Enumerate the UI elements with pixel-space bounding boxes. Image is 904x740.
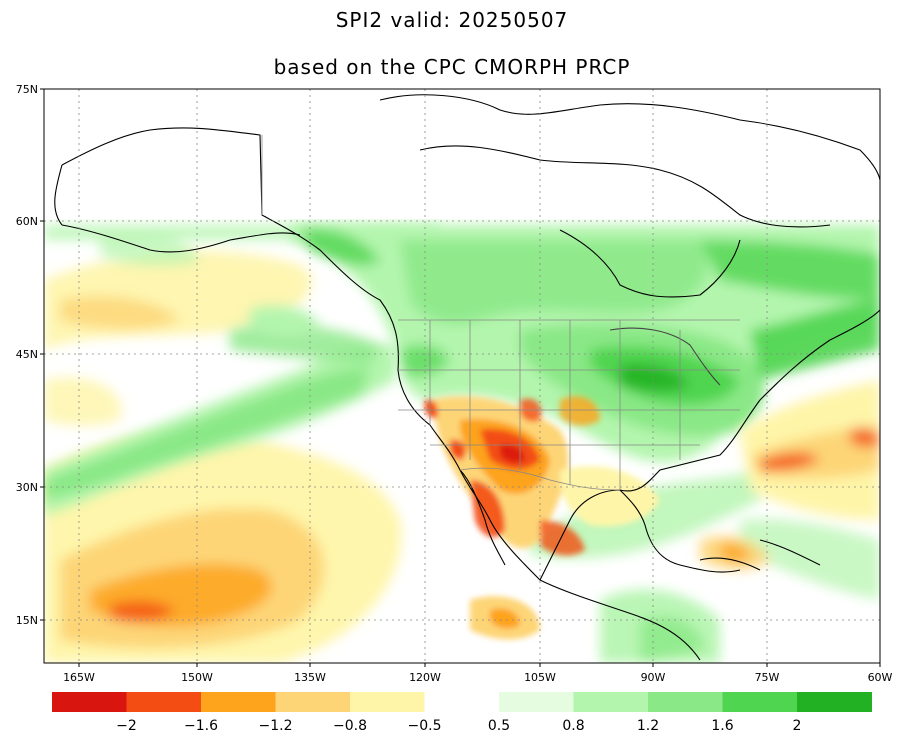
map-subtitle: based on the CPC CMORPH PRCP (273, 55, 631, 79)
lon-label-150w: 150W (181, 671, 213, 684)
colorbar-swatch (797, 692, 872, 712)
colorbar-swatch (722, 692, 798, 712)
plot-frame (43, 88, 881, 664)
colorbar-swatch (573, 692, 649, 712)
lat-label-60n: 60N (16, 215, 38, 228)
lat-label-30n: 30N (16, 481, 38, 494)
lon-label-135w: 135W (294, 671, 326, 684)
colorbar-label: −0.8 (333, 718, 367, 734)
colorbar-swatch (350, 692, 425, 712)
colorbar-label: −1.2 (259, 718, 293, 734)
colorbar-label: 0.5 (488, 718, 510, 734)
lon-label-90w: 90W (641, 671, 666, 684)
colorbar-swatch (499, 692, 574, 712)
colorbar-label: 1.6 (711, 718, 733, 734)
lat-label-15n: 15N (16, 614, 38, 627)
lon-label-75w: 75W (755, 671, 780, 684)
colorbar-swatch (424, 692, 500, 712)
colorbar-label: −0.5 (408, 718, 442, 734)
colorbar-label: −2 (116, 718, 137, 734)
colorbar-swatch (201, 692, 276, 712)
map-title: SPI2 valid: 20250507 (335, 8, 569, 32)
colorbar-swatch (52, 692, 127, 712)
colorbar-label: −1.6 (184, 718, 218, 734)
colorbar-label: 0.8 (562, 718, 584, 734)
spi-shading (44, 89, 880, 663)
lon-label-120w: 120W (409, 671, 441, 684)
colorbar-label: 2 (793, 718, 802, 734)
lon-label-165w: 165W (63, 671, 95, 684)
lon-label-60w: 60W (868, 671, 893, 684)
colorbar: −2 −1.6 −1.2 −0.8 −0.5 0.5 0.8 1.2 1.6 2 (52, 692, 872, 734)
lat-label-45n: 45N (16, 348, 38, 361)
lon-label-105w: 105W (524, 671, 556, 684)
colorbar-swatch (648, 692, 723, 712)
colorbar-swatch (275, 692, 351, 712)
colorbar-label: 1.2 (637, 718, 659, 734)
lat-label-75n: 75N (16, 83, 38, 96)
colorbar-swatch (126, 692, 202, 712)
